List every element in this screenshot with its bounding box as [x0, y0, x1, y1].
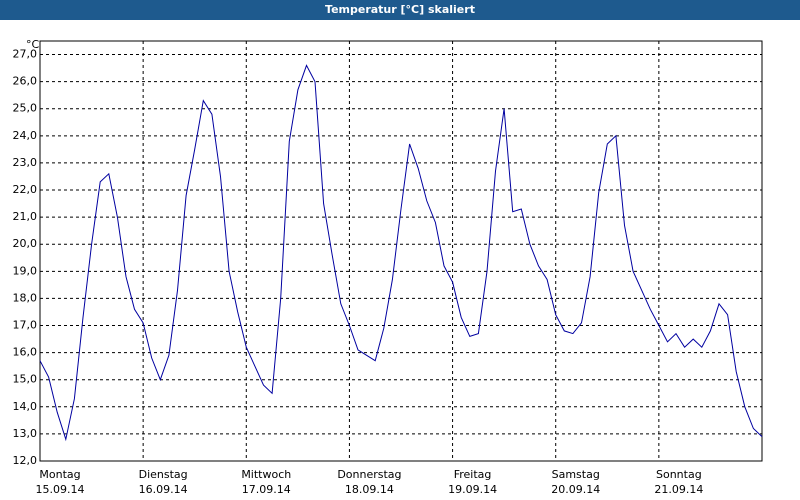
y-tick-label: 24,0: [13, 129, 38, 142]
x-tick-label: Donnerstag: [337, 468, 401, 481]
y-tick-label: 17,0: [13, 319, 38, 332]
title-bar: Temperatur [°C] skaliert: [0, 0, 800, 20]
y-tick-label: 15,0: [13, 373, 38, 386]
chart: °C 12,0 13,0 14,0 15,0 16,0 17,0 18,0 19,0 20,0 2…: [13, 38, 763, 496]
y-tick-label: 19,0: [13, 264, 38, 277]
y-tick-label: 18,0: [13, 291, 38, 304]
y-tick-label: 27,0: [13, 48, 38, 61]
x-tick-label: Sonntag: [656, 468, 702, 481]
x-tick-date: 18.09.14: [345, 483, 394, 496]
y-tick-label: 16,0: [13, 346, 38, 359]
plot-area: [39, 40, 763, 462]
y-tick-label: 26,0: [13, 75, 38, 88]
y-tick-label: 12,0: [13, 454, 38, 467]
x-tick-date: 16.09.14: [139, 483, 188, 496]
y-tick-label: 20,0: [13, 237, 38, 250]
y-tick-label: 14,0: [13, 400, 38, 413]
x-tick-label: Mittwoch: [241, 468, 291, 481]
y-tick-label: 25,0: [13, 102, 38, 115]
x-tick-date: 21.09.14: [654, 483, 703, 496]
x-tick-label: Freitag: [454, 468, 492, 481]
y-tick-label: 21,0: [13, 210, 38, 223]
x-tick-date: 17.09.14: [242, 483, 291, 496]
x-tick-date: 19.09.14: [448, 483, 497, 496]
y-tick-label: 13,0: [13, 427, 38, 440]
x-tick-date: 15.09.14: [36, 483, 85, 496]
y-tick-label: 22,0: [13, 183, 38, 196]
y-unit: °C: [26, 38, 40, 51]
y-tick-label: 23,0: [13, 156, 38, 169]
x-tick-label: Samstag: [552, 468, 600, 481]
x-tick-date: 20.09.14: [551, 483, 600, 496]
x-tick-label: Montag: [39, 468, 80, 481]
line: [39, 64, 763, 442]
x-tick-label: Dienstag: [139, 468, 188, 481]
